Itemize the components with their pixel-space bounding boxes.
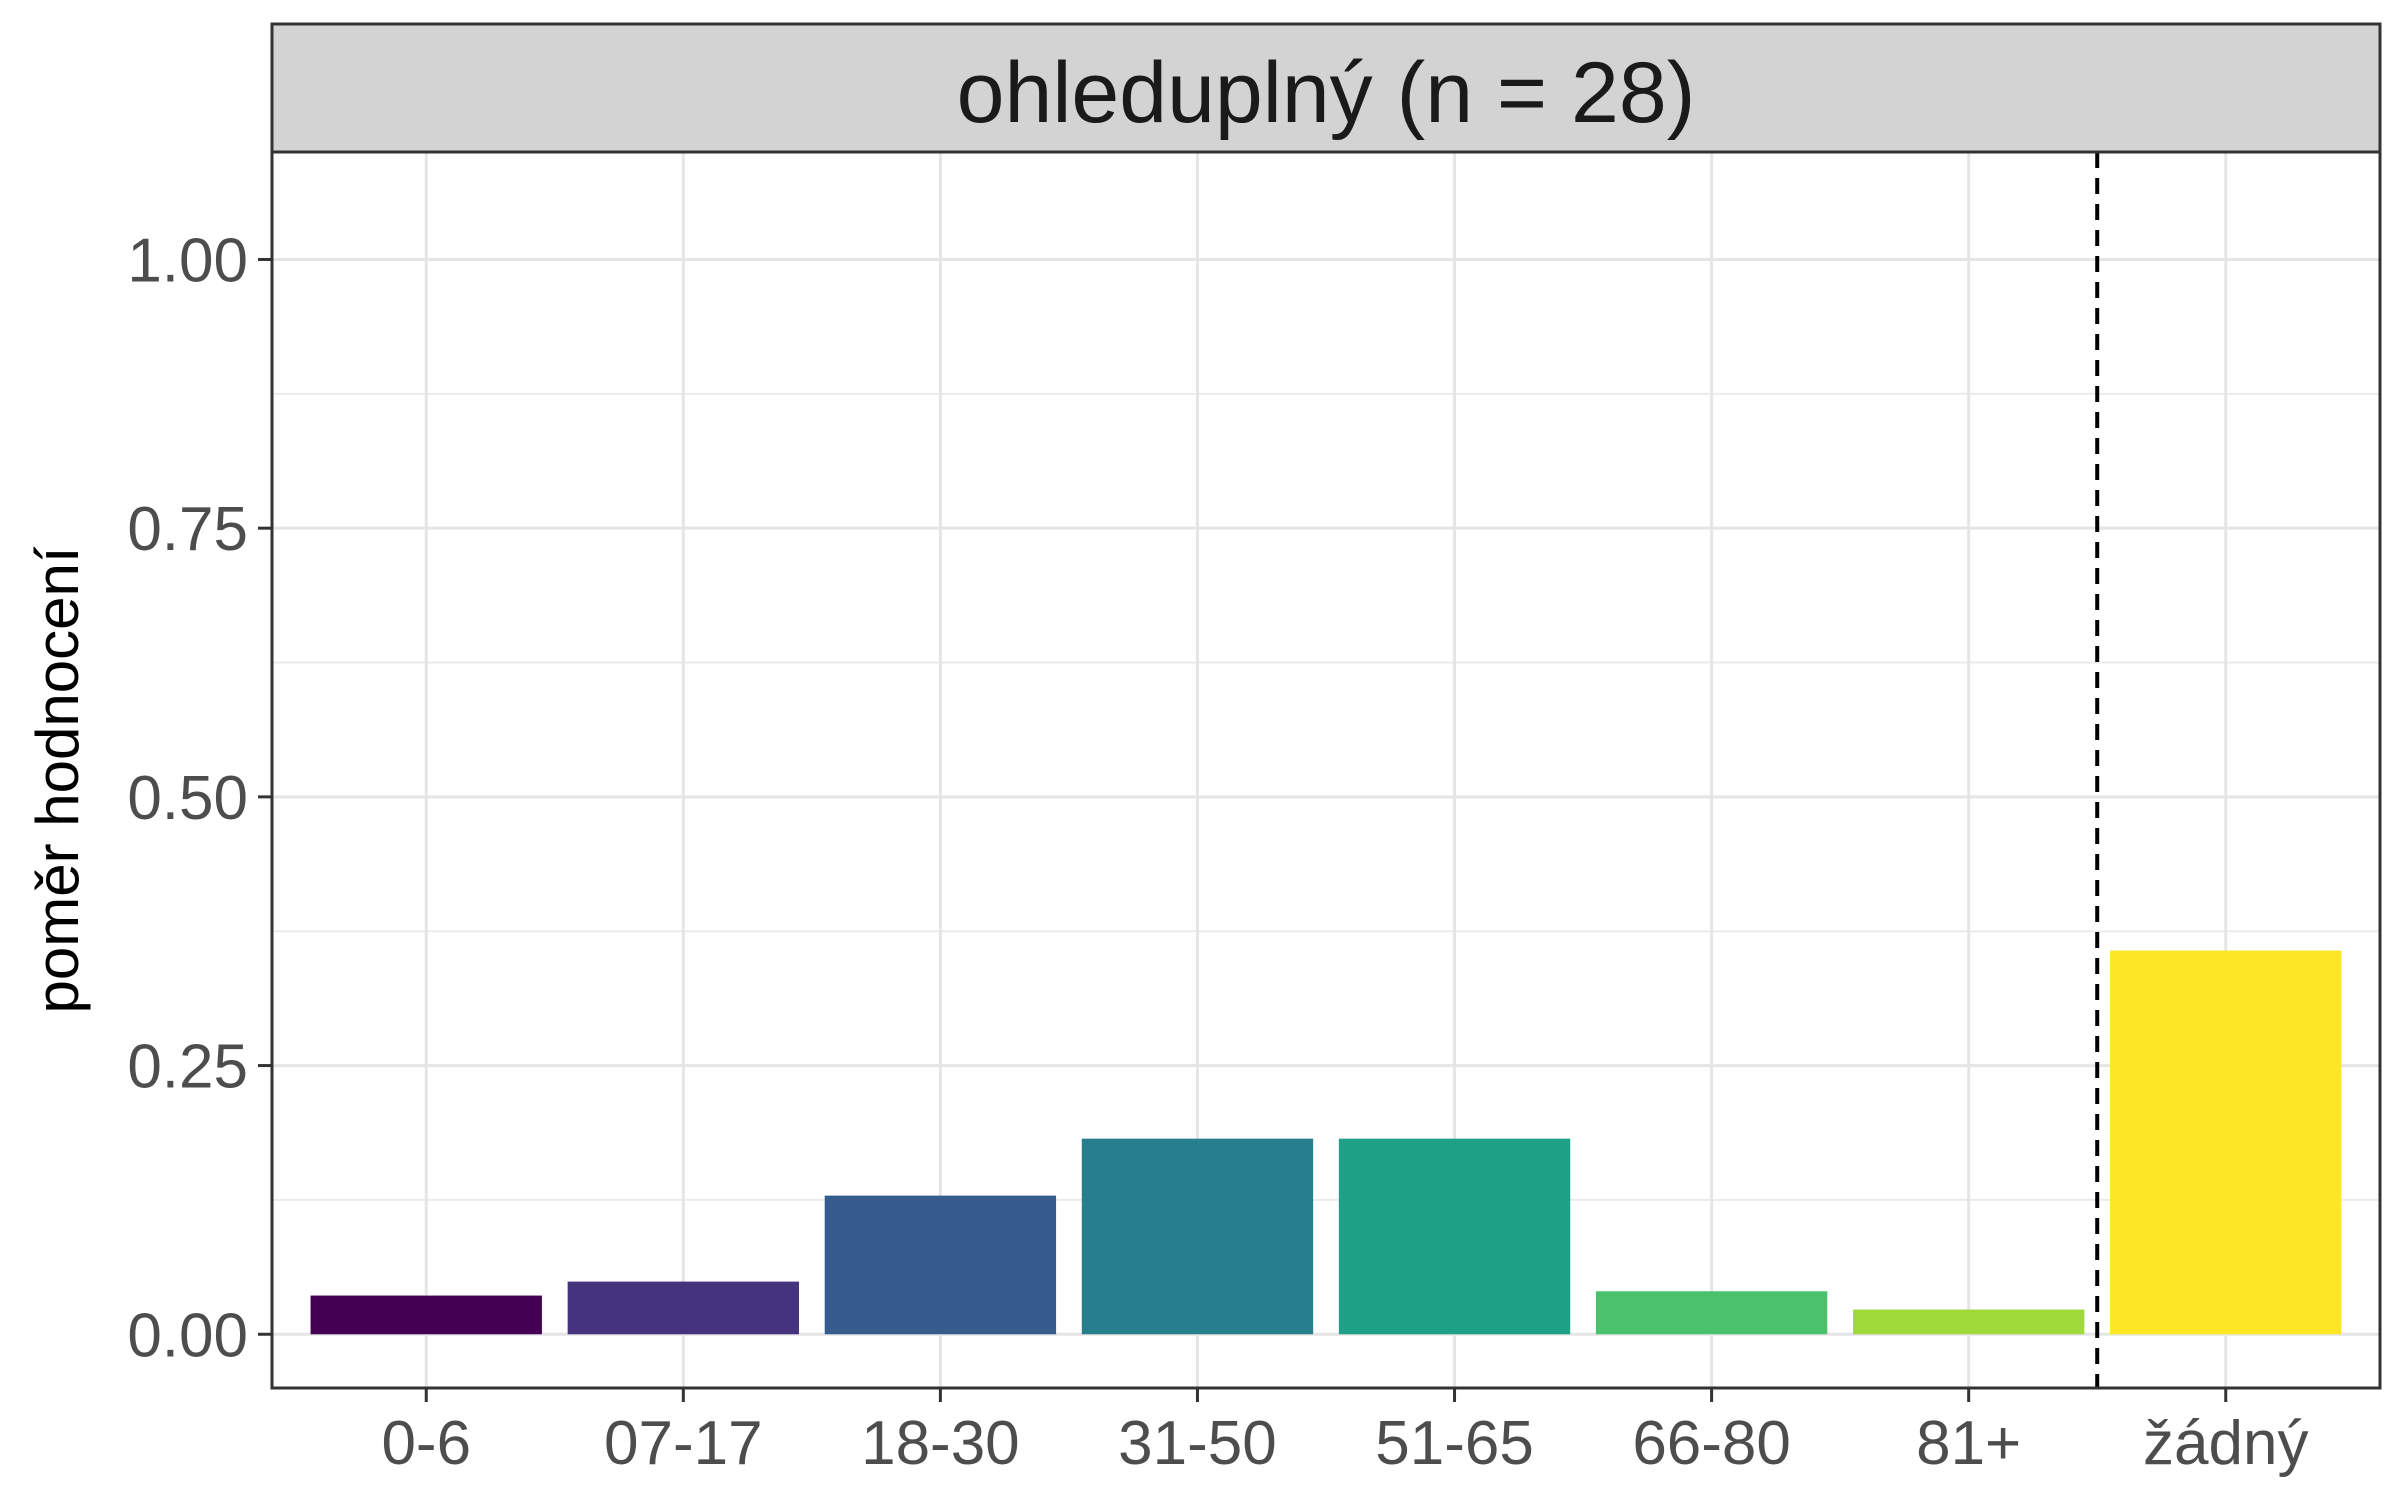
y-axis-title: poměr hodnocení bbox=[24, 546, 91, 1013]
x-tick-label: 07-17 bbox=[604, 1409, 763, 1478]
x-tick-label: žádný bbox=[2143, 1409, 2308, 1478]
bars bbox=[310, 950, 2342, 1335]
y-tick-label: 0.25 bbox=[127, 1033, 248, 1102]
y-tick-label: 1.00 bbox=[127, 226, 248, 295]
bar-07-17 bbox=[567, 1281, 799, 1335]
x-tick-label: 31-50 bbox=[1118, 1409, 1277, 1478]
facet-strip bbox=[270, 22, 2382, 154]
y-axis: 0.00 0.25 0.50 0.75 1.00 bbox=[127, 226, 272, 1370]
bar-51-65 bbox=[1338, 1138, 1571, 1335]
bar-žádný bbox=[2110, 950, 2342, 1335]
x-tick-label: 51-65 bbox=[1375, 1409, 1534, 1478]
x-tick-label: 81+ bbox=[1916, 1409, 2021, 1478]
bar-18-30 bbox=[824, 1195, 1057, 1335]
bar-81+ bbox=[1853, 1309, 2085, 1335]
y-tick-label: 0.50 bbox=[127, 764, 248, 833]
x-tick-label: 66-80 bbox=[1632, 1409, 1791, 1478]
bar-66-80 bbox=[1595, 1291, 1828, 1335]
bar-0-6 bbox=[310, 1295, 542, 1335]
bar-31-50 bbox=[1081, 1138, 1314, 1335]
plot-border bbox=[270, 150, 2382, 1390]
plot-panel bbox=[272, 152, 2380, 1388]
major-gridlines bbox=[272, 152, 2380, 1388]
y-tick-label: 0.75 bbox=[127, 495, 248, 564]
minor-gridlines bbox=[272, 392, 2380, 1201]
x-axis: 0-6 07-17 18-30 31-50 51-65 66-80 81+ žádný bbox=[381, 1388, 2308, 1478]
y-tick-label: 0.00 bbox=[127, 1301, 248, 1370]
facet-title: ohleduplný (n = 28) bbox=[957, 45, 1696, 141]
x-tick-label: 0-6 bbox=[381, 1409, 471, 1478]
x-tick-label: 18-30 bbox=[861, 1409, 1020, 1478]
